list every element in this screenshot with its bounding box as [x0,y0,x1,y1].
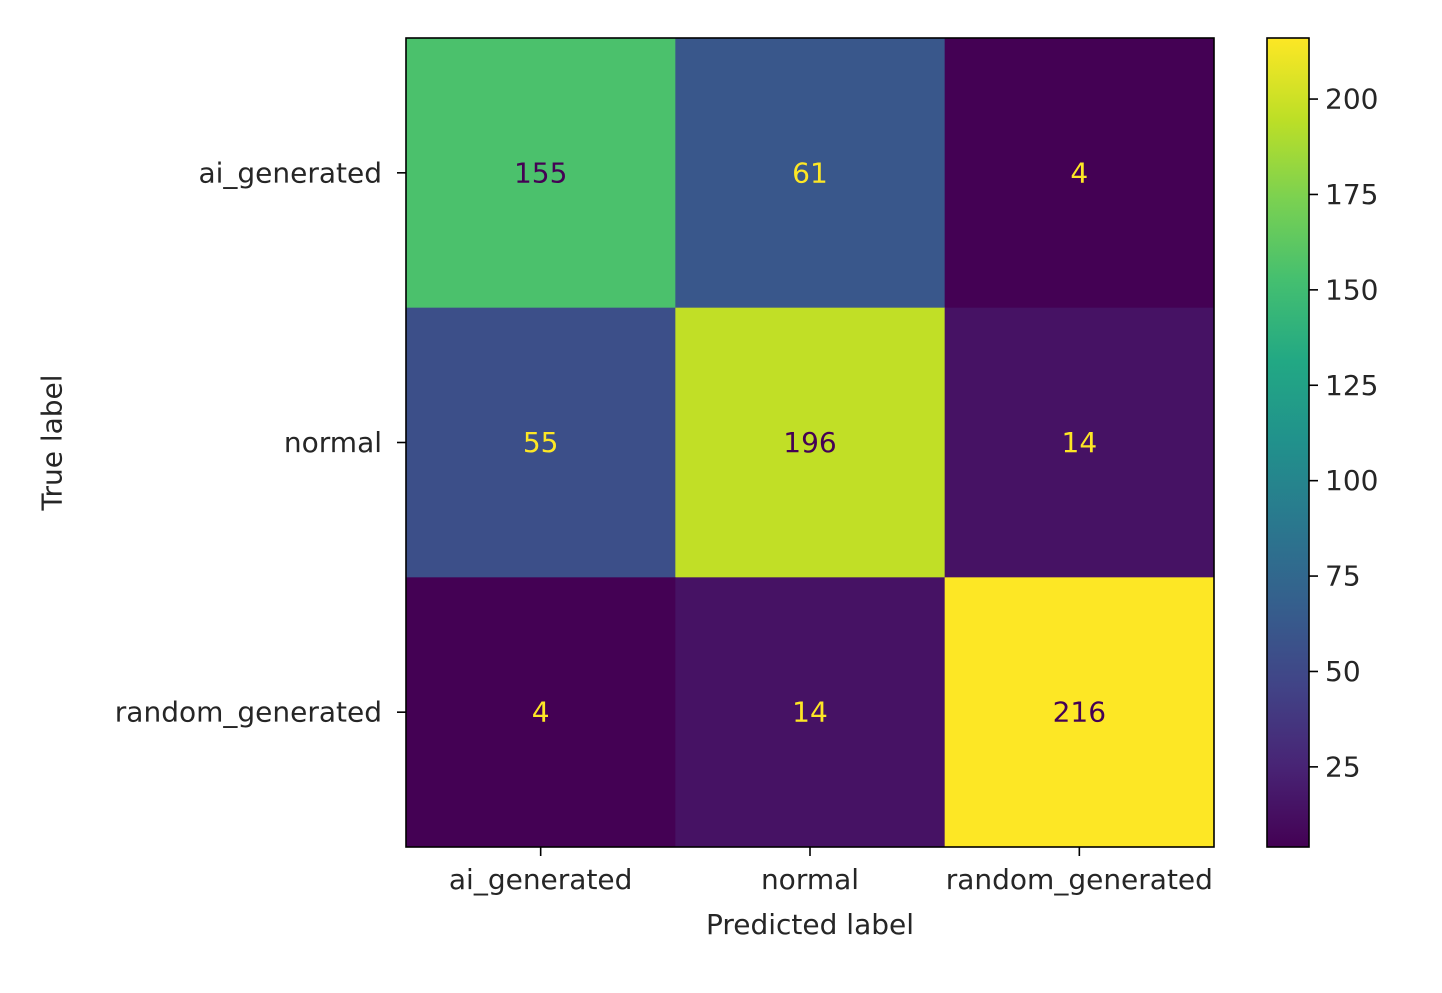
cell-value-label: 14 [792,696,828,729]
y-tick-label: random_generated [115,696,382,729]
cell-value-label: 196 [783,426,836,459]
heatmap-cell [944,577,1215,848]
colorbar-tick-label: 200 [1325,83,1378,116]
heatmap-cell [675,38,946,309]
y-axis-title: True label [36,374,69,511]
colorbar-tick-label: 25 [1325,750,1361,783]
x-tick-label: random_generated [946,863,1213,896]
heatmap-cell [406,38,676,309]
heatmap-cell-labels: 155 61 4 55 196 14 4 14 216 [514,156,1106,728]
heatmap-cell [675,577,946,848]
cell-value-label: 216 [1053,696,1106,729]
x-tick-label: normal [761,863,859,896]
colorbar-tick-label: 75 [1325,560,1361,593]
colorbar-tick-label: 175 [1325,178,1378,211]
heatmap-cell [406,307,676,578]
colorbar [1266,37,1310,848]
cell-value-label: 4 [532,696,550,729]
colorbar-tick-label: 150 [1325,273,1378,306]
heatmap-cell [944,307,1215,578]
cell-value-label: 4 [1070,156,1088,189]
heatmap-cells [406,38,1215,848]
heatmap-cell [675,307,946,578]
heatmap-cell [406,577,676,848]
colorbar-tick-label: 125 [1325,369,1378,402]
colorbar-tick-label: 100 [1325,464,1378,497]
colorbar-tick-label: 50 [1325,655,1361,688]
x-axis: ai_generated normal random_generated [449,847,1213,896]
cell-value-label: 155 [514,156,567,189]
heatmap-cell [944,38,1215,309]
y-tick-label: ai_generated [198,156,382,189]
cell-value-label: 61 [792,156,828,189]
colorbar-ticks: 25 50 75 100 125 150 175 200 [1309,83,1378,783]
x-axis-title: Predicted label [706,908,914,941]
y-tick-label: normal [284,426,382,459]
x-tick-label: ai_generated [449,863,633,896]
cell-value-label: 55 [523,426,559,459]
cell-value-label: 14 [1062,426,1098,459]
